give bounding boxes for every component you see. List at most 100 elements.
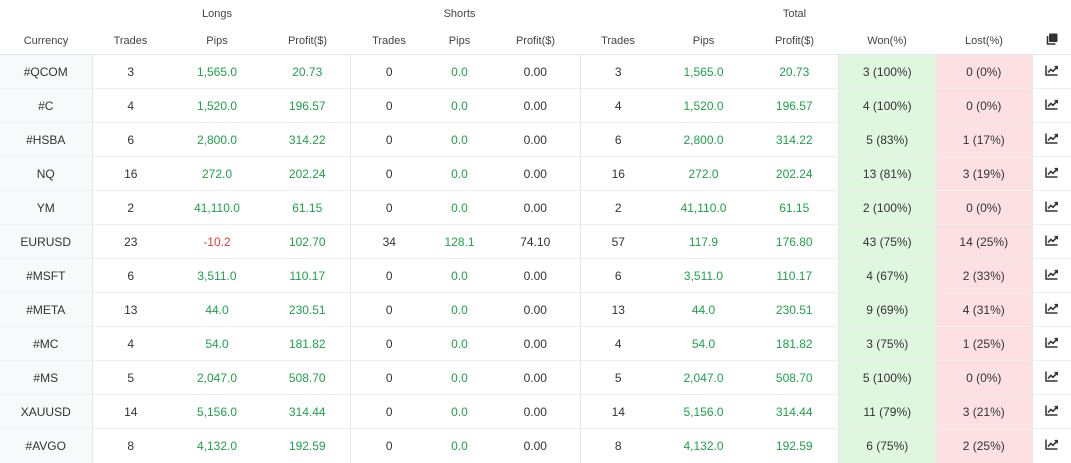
lost-cell: 0 (0%) — [936, 360, 1032, 395]
currency-cell: #C — [0, 88, 92, 123]
short-pips-cell: 0.0 — [428, 326, 491, 361]
copy-icon[interactable] — [1045, 33, 1058, 46]
total-trades-cell: 8 — [579, 428, 656, 463]
short-profit-cell: 0.00 — [491, 394, 580, 429]
long-trades-cell: 13 — [91, 292, 169, 327]
total-profit-cell: 314.44 — [751, 394, 838, 429]
total-profit-cell: 61.15 — [751, 190, 838, 225]
total-group-header: Total — [782, 8, 807, 20]
won-cell: 4 (67%) — [837, 258, 936, 293]
short-profit-cell: 0.00 — [491, 258, 580, 293]
header-column-row: Currency Trades Pips Profit($) Trades Pi… — [0, 28, 1071, 55]
lost-cell: 0 (0%) — [936, 190, 1032, 225]
chart-icon[interactable] — [1045, 99, 1059, 110]
short-trades-cell: 34 — [349, 224, 428, 259]
short-trades-cell: 0 — [349, 122, 428, 157]
long-profit-cell: 230.51 — [265, 292, 350, 327]
long-trades-cell: 4 — [91, 88, 169, 123]
col-long-pips[interactable]: Pips — [169, 28, 265, 55]
currency-cell: YM — [0, 190, 92, 225]
table-row: EURUSD 23 -10.2 102.70 34 128.1 74.10 57 117.9 17… — [0, 224, 1071, 259]
long-pips-cell: 2,047.0 — [169, 360, 265, 395]
total-trades-cell: 4 — [579, 88, 656, 123]
total-profit-cell: 176.80 — [751, 224, 838, 259]
lost-cell: 3 (19%) — [936, 156, 1032, 191]
currency-cell: #QCOM — [0, 54, 92, 89]
long-pips-cell: 2,800.0 — [169, 122, 265, 157]
chart-icon[interactable] — [1045, 133, 1059, 144]
col-total-pips[interactable]: Pips — [656, 28, 751, 55]
short-pips-cell: 0.0 — [428, 258, 491, 293]
won-cell: 9 (69%) — [837, 292, 936, 327]
long-profit-cell: 61.15 — [265, 190, 350, 225]
long-pips-cell: 3,511.0 — [169, 258, 265, 293]
table-row: #MC 4 54.0 181.82 0 0.0 0.00 4 54.0 181.82 3 (75%)… — [0, 326, 1071, 361]
short-trades-cell: 0 — [349, 54, 428, 89]
short-pips-cell: 0.0 — [428, 122, 491, 157]
short-pips-cell: 0.0 — [451, 438, 468, 453]
total-trades-cell: 2 — [579, 190, 656, 225]
long-profit-cell: 196.57 — [265, 88, 350, 123]
currency-cell: #AVGO — [0, 428, 92, 463]
shorts-group-header: Shorts — [443, 8, 476, 20]
col-short-pips[interactable]: Pips — [428, 28, 491, 55]
total-trades-cell: 13 — [579, 292, 656, 327]
long-profit-cell: 314.44 — [265, 394, 350, 429]
total-profit-cell: 196.57 — [751, 88, 838, 123]
short-trades-cell: 0 — [349, 156, 428, 191]
short-trades-cell: 0 — [349, 292, 428, 327]
chart-icon[interactable] — [1045, 167, 1059, 178]
short-profit-cell: 0.00 — [491, 292, 580, 327]
chart-icon[interactable] — [1045, 337, 1059, 348]
long-pips-cell: -10.2 — [169, 224, 265, 259]
total-pips-cell: 4,132.0 — [683, 438, 724, 453]
col-total-profit[interactable]: Profit($) — [751, 28, 838, 55]
chart-icon[interactable] — [1045, 405, 1059, 416]
total-trades-cell: 4 — [579, 326, 656, 361]
col-short-trades[interactable]: Trades — [350, 28, 428, 55]
short-pips-cell: 0.0 — [428, 156, 491, 191]
total-profit-cell: 314.22 — [751, 122, 838, 157]
long-trades-cell: 2 — [91, 190, 169, 225]
chart-icon[interactable] — [1045, 269, 1059, 280]
long-pips-cell: 54.0 — [169, 326, 265, 361]
total-trades-cell: 14 — [579, 394, 656, 429]
col-long-trades[interactable]: Trades — [92, 28, 169, 55]
total-trades-cell: 5 — [579, 360, 656, 395]
currency-cell: EURUSD — [0, 224, 92, 259]
long-pips-cell: 41,110.0 — [169, 190, 265, 225]
long-profit-cell: 508.70 — [265, 360, 350, 395]
col-long-profit[interactable]: Profit($) — [265, 28, 350, 55]
short-trades-cell: 0 — [349, 360, 428, 395]
chart-icon[interactable] — [1045, 201, 1059, 212]
won-cell: 2 (100%) — [837, 190, 936, 225]
short-pips-cell: 0.0 — [428, 292, 491, 327]
currency-cell: #HSBA — [0, 122, 92, 157]
chart-icon[interactable] — [1045, 65, 1059, 76]
chart-icon[interactable] — [1045, 303, 1059, 314]
col-short-profit[interactable]: Profit($) — [491, 28, 580, 55]
won-cell: 6 (75%) — [837, 428, 936, 463]
short-profit-cell: 0.00 — [491, 326, 580, 361]
long-pips-cell: 4,132.0 — [196, 438, 238, 453]
chart-icon[interactable] — [1045, 235, 1059, 246]
long-trades-cell: 23 — [91, 224, 169, 259]
currency-cell: XAUUSD — [0, 394, 92, 429]
chart-icon[interactable] — [1045, 439, 1059, 450]
long-profit-cell: 110.17 — [265, 258, 350, 293]
won-cell: 4 (100%) — [837, 88, 936, 123]
short-pips-cell: 0.0 — [428, 394, 491, 429]
col-total-trades[interactable]: Trades — [580, 28, 656, 55]
short-pips-cell: 0.0 — [428, 360, 491, 395]
short-pips-cell: 0.0 — [428, 54, 491, 89]
col-currency[interactable]: Currency — [0, 28, 92, 55]
col-lost[interactable]: Lost(%) — [936, 28, 1032, 55]
chart-icon[interactable] — [1045, 371, 1059, 382]
col-won[interactable]: Won(%) — [838, 28, 936, 55]
lost-cell: 0 (0%) — [936, 54, 1032, 89]
long-profit-cell: 314.22 — [265, 122, 350, 157]
lost-cell: 0 (0%) — [936, 88, 1032, 123]
total-trades-cell: 6 — [579, 258, 656, 293]
long-trades-cell: 8 — [91, 428, 169, 463]
lost-cell: 3 (21%) — [936, 394, 1032, 429]
